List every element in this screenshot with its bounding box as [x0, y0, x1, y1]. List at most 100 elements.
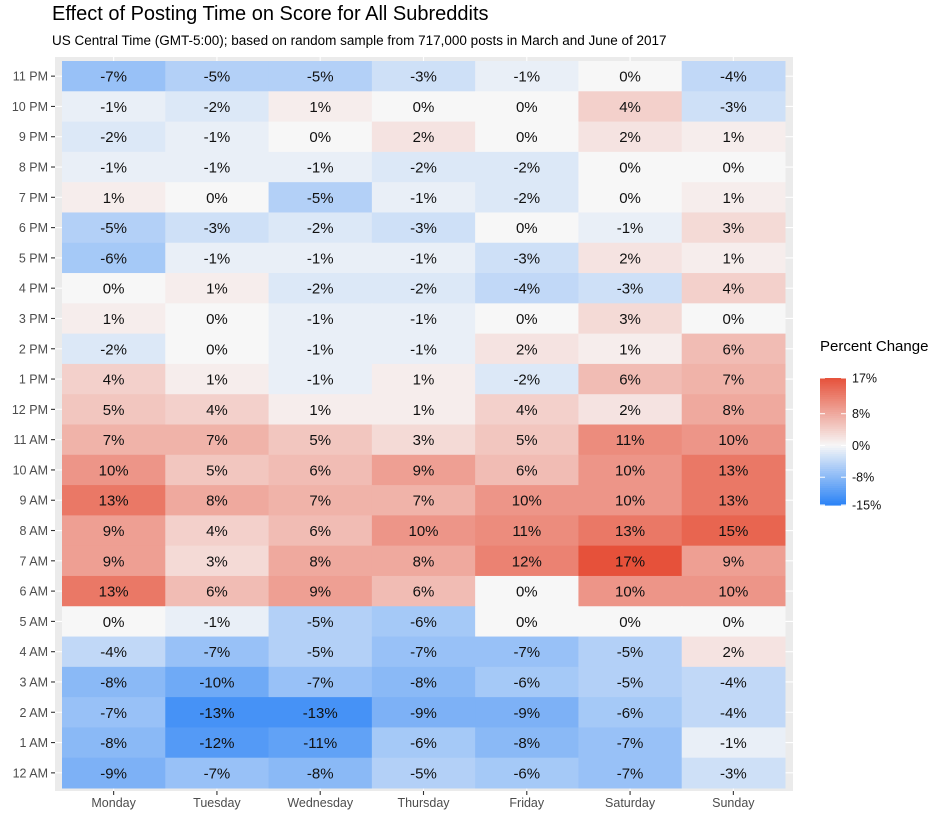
legend-gradient-step: [820, 380, 846, 383]
heatmap-cell: [371, 61, 476, 92]
heatmap-cell: [268, 697, 373, 728]
legend-gradient-step: [820, 390, 846, 394]
heatmap-cell: [681, 242, 786, 274]
cell-value-label: 7%: [206, 432, 228, 449]
heatmap-cell: [62, 697, 166, 728]
cell-value-label: 10%: [718, 584, 748, 601]
cell-value-label: 0%: [206, 311, 228, 328]
cell-value-label: -7%: [513, 644, 540, 661]
legend-gradient-step: [820, 437, 846, 440]
cell-value-label: 6%: [413, 584, 435, 601]
heatmap-cell: [62, 757, 166, 789]
heatmap-cell: [681, 485, 786, 516]
heatmap-cell: [268, 363, 373, 395]
heatmap-cell: [165, 212, 270, 244]
cell-value-label: 8%: [723, 402, 745, 419]
cell-value-label: -2%: [513, 160, 540, 177]
cell-value-label: -12%: [199, 735, 234, 752]
y-tick-label: 3 PM: [19, 312, 48, 326]
cell-value-label: -5%: [100, 220, 127, 237]
cell-value-label: 9%: [723, 553, 745, 570]
heatmap-cell: [475, 606, 579, 638]
legend-gradient-step: [820, 475, 846, 479]
cell-value-label: -1%: [720, 735, 747, 752]
legend-gradient-step: [820, 428, 846, 432]
cell-value-label: -5%: [307, 644, 334, 661]
cell-value-label: -4%: [513, 281, 540, 298]
cell-value-label: -4%: [100, 644, 127, 661]
cell-value-label: 1%: [619, 341, 641, 358]
y-tick-label: 1 AM: [20, 736, 49, 750]
y-tick-label: 10 AM: [13, 463, 48, 477]
heatmap-cell: [165, 636, 270, 668]
heatmap-cell: [578, 394, 683, 425]
heatmap-cell: [371, 515, 476, 547]
cell-value-label: 6%: [309, 523, 331, 540]
cell-value-label: 4%: [103, 372, 125, 389]
cell-value-label: -2%: [307, 220, 334, 237]
cell-value-label: 0%: [516, 311, 538, 328]
heatmap-cell: [475, 61, 579, 92]
legend-gradient-step: [820, 433, 846, 436]
cell-value-label: -1%: [100, 99, 127, 116]
heatmap-cell: [62, 666, 166, 698]
heatmap-cell: [268, 61, 373, 92]
cell-value-label: 6%: [619, 372, 641, 389]
heatmap-cell: [371, 485, 476, 516]
x-tick-label: Sunday: [712, 796, 755, 810]
cell-value-label: 5%: [516, 432, 538, 449]
cell-value-label: 1%: [413, 372, 435, 389]
cell-value-label: 10%: [615, 493, 645, 510]
heatmap-cell: [268, 757, 373, 789]
cell-value-label: 7%: [723, 372, 745, 389]
cell-value-label: 8%: [206, 493, 228, 510]
heatmap-cell: [475, 424, 579, 456]
heatmap-cell: [578, 575, 683, 607]
x-tick-label: Wednesday: [287, 796, 354, 810]
legend-gradient-step: [820, 439, 846, 443]
heatmap-cell: [371, 121, 476, 153]
y-tick-label: 6 PM: [19, 221, 48, 235]
cell-value-label: 1%: [103, 311, 125, 328]
cell-value-label: -2%: [410, 281, 437, 298]
cell-value-label: 11%: [616, 432, 645, 449]
cell-value-label: -2%: [513, 372, 540, 389]
legend-gradient-step: [820, 449, 846, 453]
cell-value-label: -13%: [199, 705, 234, 722]
y-tick-label: 3 AM: [20, 675, 49, 689]
heatmap-cell: [62, 182, 166, 213]
cell-value-label: -5%: [307, 614, 334, 631]
cell-value-label: -6%: [617, 705, 644, 722]
cell-value-label: 10%: [615, 462, 645, 479]
x-tick-label: Thursday: [397, 796, 450, 810]
legend-tick-label: 17%: [852, 372, 877, 386]
cell-value-label: -7%: [617, 765, 644, 782]
heatmap-cell: [165, 394, 270, 425]
heatmap-cell: [578, 515, 683, 547]
heatmap-cell: [681, 61, 786, 92]
cell-value-label: 0%: [723, 311, 745, 328]
heatmap-cell: [268, 666, 373, 698]
cell-value-label: 12%: [512, 553, 542, 570]
heatmap-cell: [475, 273, 579, 304]
heatmap-cell: [681, 151, 786, 183]
cell-value-label: 13%: [99, 584, 129, 601]
legend-gradient-step: [820, 496, 846, 500]
heatmap-cell: [681, 273, 786, 304]
cell-value-label: -11%: [303, 735, 337, 752]
cell-value-label: -9%: [513, 705, 540, 722]
cell-value-label: -3%: [720, 99, 747, 116]
heatmap-cell: [268, 273, 373, 304]
heatmap-cell: [681, 303, 786, 335]
heatmap-cell: [681, 575, 786, 607]
cell-value-label: -3%: [204, 220, 231, 237]
heatmap-cell: [578, 697, 683, 728]
heatmap-cell: [681, 757, 786, 789]
heatmap-cell: [475, 363, 579, 395]
legend-gradient-step: [820, 464, 846, 468]
y-tick-label: 7 AM: [20, 554, 49, 568]
heatmap-cell: [371, 151, 476, 183]
heatmap-cell: [165, 303, 270, 335]
cell-value-label: -2%: [100, 341, 127, 358]
